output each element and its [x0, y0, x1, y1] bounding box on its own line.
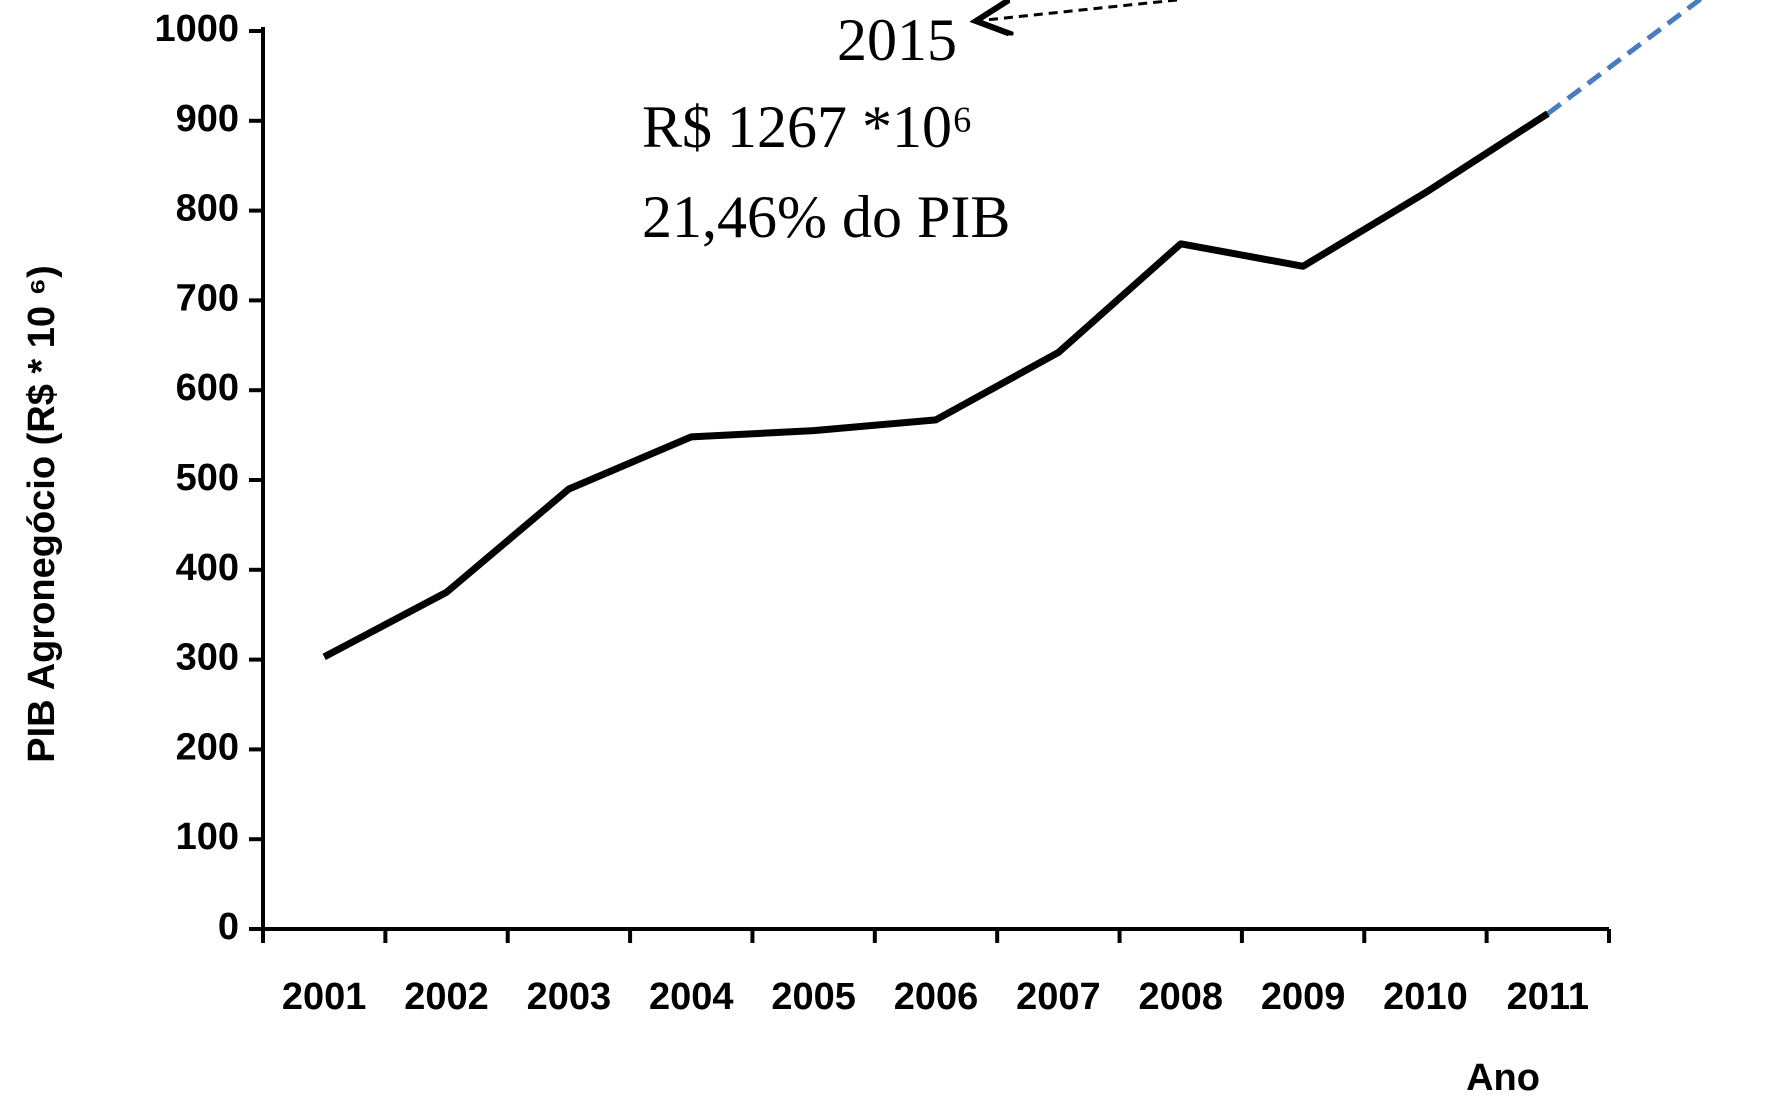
- page: PIB Agronegócio (R$ * 10 ⁶) Ano 2015 R$ …: [0, 0, 1783, 1103]
- x-tick-label: 2001: [282, 976, 367, 1018]
- y-tick-label: 500: [176, 457, 239, 499]
- y-tick-label: 700: [176, 277, 239, 319]
- y-tick-label: 400: [176, 547, 239, 589]
- x-tick-label: 2004: [649, 976, 734, 1018]
- y-tick-label: 600: [176, 367, 239, 409]
- x-tick-label: 2002: [404, 976, 489, 1018]
- x-tick-label: 2010: [1383, 976, 1468, 1018]
- projection-line: [1548, 0, 1783, 114]
- y-tick-label: 200: [176, 726, 239, 768]
- y-tick-label: 0: [218, 906, 239, 948]
- annotation-arrow: [976, 0, 1177, 21]
- chart: PIB Agronegócio (R$ * 10 ⁶) Ano 2015 R$ …: [0, 0, 1783, 1103]
- x-tick-label: 2008: [1138, 976, 1223, 1018]
- x-tick-label: 2006: [894, 976, 979, 1018]
- y-axis-label: PIB Agronegócio (R$ * 10 ⁶): [21, 265, 63, 763]
- annotation: 21,46% do PIB: [642, 184, 1010, 250]
- y-tick-label: 1000: [154, 8, 239, 50]
- annotation: 2015: [837, 7, 957, 73]
- annotation: R$ 1267 *10⁶: [642, 94, 973, 160]
- y-tick-label: 100: [176, 816, 239, 858]
- y-tick-label: 900: [176, 98, 239, 140]
- y-tick-label: 300: [176, 637, 239, 679]
- x-axis-label: Ano: [1466, 1057, 1540, 1099]
- x-tick-label: 2009: [1261, 976, 1346, 1018]
- y-tick-label: 800: [176, 188, 239, 230]
- x-tick-label: 2011: [1507, 976, 1589, 1018]
- x-tick-label: 2003: [527, 976, 612, 1018]
- x-tick-label: 2005: [771, 976, 856, 1018]
- x-tick-label: 2007: [1016, 976, 1101, 1018]
